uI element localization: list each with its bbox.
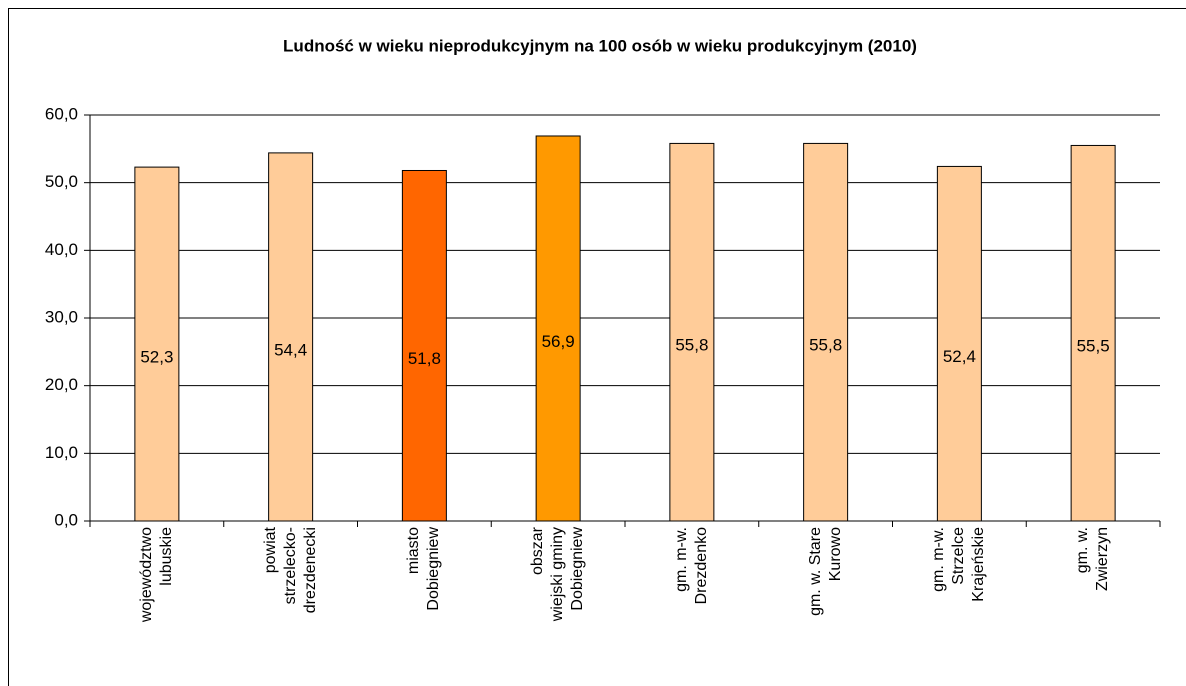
x-tick-label: gm. w. Stare Kurowo bbox=[806, 527, 844, 616]
y-tick-label: 30,0 bbox=[45, 307, 78, 326]
data-label: 55,8 bbox=[809, 336, 842, 355]
data-label: 52,4 bbox=[943, 347, 976, 366]
x-tick-label: województwo lubuskie bbox=[137, 527, 175, 623]
y-tick-label: 50,0 bbox=[45, 172, 78, 191]
data-label: 56,9 bbox=[542, 332, 575, 351]
x-tick-label: obszar wiejski gminy Dobiegniew bbox=[529, 527, 587, 622]
data-label: 54,4 bbox=[274, 340, 307, 359]
y-tick-label: 40,0 bbox=[45, 240, 78, 259]
data-label: 55,5 bbox=[1077, 337, 1110, 356]
chart-title: Ludność w wieku nieprodukcyjnym na 100 o… bbox=[283, 36, 917, 55]
y-tick-label: 10,0 bbox=[45, 443, 78, 462]
bar bbox=[134, 166, 180, 522]
x-tick-label: gm. m-w. Strzelce Krajeńskie bbox=[930, 527, 988, 602]
bar bbox=[936, 165, 982, 522]
bar bbox=[401, 169, 447, 522]
x-tick-label: gm. w. Zwierzyn bbox=[1074, 527, 1112, 592]
y-tick-label: 20,0 bbox=[45, 375, 78, 394]
y-tick-label: 60,0 bbox=[45, 104, 78, 123]
x-tick-label: powiat strzelecko- drezdenecki bbox=[261, 527, 319, 614]
x-tick-label: miasto Dobiegniew bbox=[405, 527, 443, 611]
bar bbox=[1070, 144, 1116, 522]
data-label: 55,8 bbox=[675, 336, 708, 355]
data-label: 51,8 bbox=[408, 349, 441, 368]
x-tick-label: gm. m-w. Drezdenko bbox=[672, 527, 710, 605]
bar bbox=[535, 135, 581, 522]
y-tick-label: 0,0 bbox=[54, 510, 78, 529]
bar bbox=[669, 142, 715, 522]
bar bbox=[268, 152, 314, 522]
data-label: 52,3 bbox=[140, 348, 173, 367]
bar bbox=[803, 142, 849, 522]
chart-border bbox=[8, 8, 1186, 686]
